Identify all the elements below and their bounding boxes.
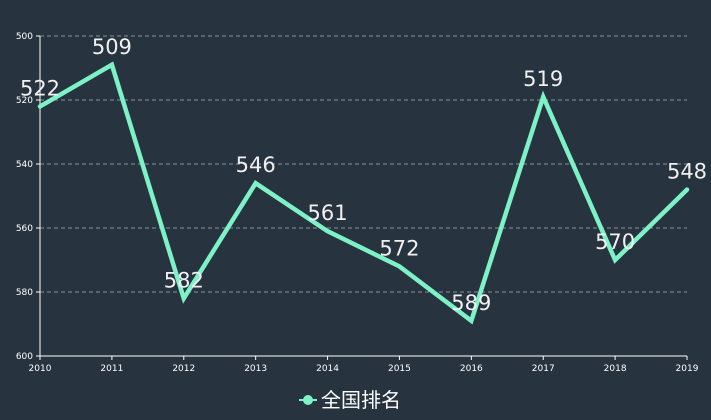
y-tick-label: 600: [16, 352, 33, 362]
data-label: 546: [236, 153, 276, 177]
y-axis-ticks: 500 520 540 560 580 600: [16, 32, 40, 362]
y-tick-label: 560: [16, 224, 33, 234]
data-point: [397, 264, 402, 269]
x-tick-label: 2011: [100, 364, 123, 374]
data-label: 519: [523, 67, 563, 91]
x-axis-ticks: 2010 2011 2012 2013 2014 2015 2016 2017 2018 2019: [29, 356, 699, 374]
y-tick-label: 520: [16, 96, 33, 106]
data-label: 548: [667, 160, 707, 184]
x-tick-label: 2014: [316, 364, 339, 374]
x-tick-label: 2019: [676, 364, 699, 374]
data-point: [685, 187, 689, 192]
data-point: [38, 104, 42, 109]
data-label: 570: [595, 230, 635, 254]
x-tick-label: 2017: [532, 364, 555, 374]
data-point: [109, 62, 114, 67]
data-point: [541, 94, 546, 99]
data-label: 522: [20, 76, 60, 100]
data-point: [253, 181, 258, 186]
x-tick-label: 2018: [604, 364, 627, 374]
y-tick-label: 500: [16, 32, 33, 42]
x-tick-label: 2016: [460, 364, 483, 374]
series-line: [37, 61, 690, 325]
grid-lines: [40, 35, 687, 293]
legend-label: 全国排名: [321, 388, 401, 412]
data-label: 589: [451, 291, 491, 315]
x-tick-label: 2010: [29, 364, 52, 374]
x-tick-label: 2015: [388, 364, 411, 374]
series-layer: [37, 61, 690, 325]
data-point: [469, 318, 474, 323]
x-tick-label: 2013: [244, 364, 267, 374]
data-label: 572: [379, 236, 419, 260]
legend-marker-icon: [303, 395, 313, 405]
data-point: [613, 258, 618, 262]
data-label: 561: [308, 201, 348, 225]
data-point: [325, 229, 330, 234]
data-point: [181, 296, 186, 301]
data-labels: 522 509 582 546 561 572 589 519 570 548: [20, 35, 707, 315]
axes: [39, 36, 687, 357]
y-tick-label: 540: [16, 160, 33, 170]
y-tick-label: 580: [16, 288, 33, 298]
x-tick-label: 2012: [172, 364, 195, 374]
data-label: 509: [92, 35, 132, 59]
data-label: 582: [164, 268, 204, 292]
legend[interactable]: 全国排名: [299, 388, 401, 412]
